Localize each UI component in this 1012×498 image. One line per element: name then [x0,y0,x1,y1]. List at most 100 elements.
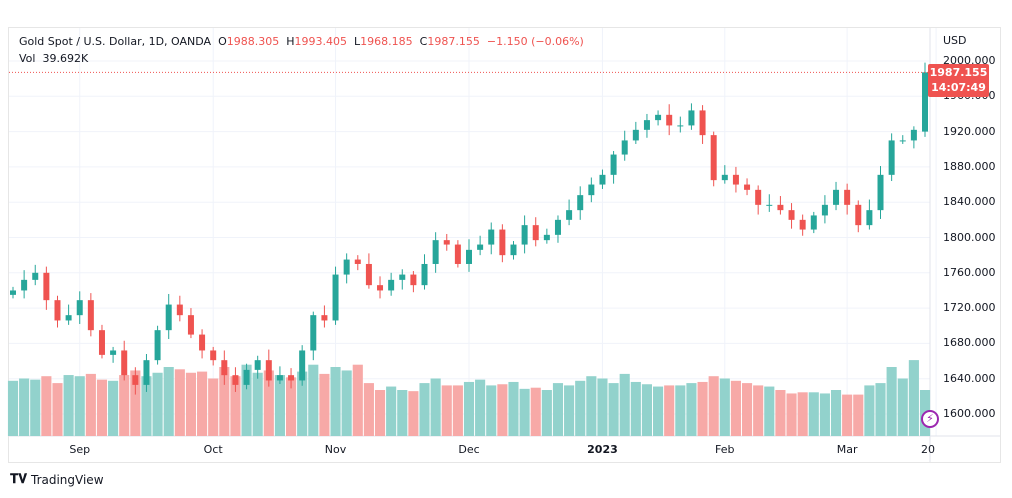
time-label: Feb [715,443,735,456]
volume-bar [85,373,96,436]
candle-body [866,210,873,226]
volume-bar [463,381,475,436]
close-value: 1987.155 [427,35,480,48]
candle-body [721,174,728,181]
candle-body [755,189,762,205]
volume-bar [219,367,230,436]
volume-bar [675,385,686,436]
volume-bar [530,387,541,436]
candle-body [87,300,94,331]
candle-body [488,229,495,245]
volume-bar [864,385,875,436]
candle-body [32,272,39,280]
volume-bar [163,367,174,436]
volume-bar [819,393,830,436]
volume-bar [519,388,530,436]
volume-bar [263,370,274,436]
volume-bar [452,385,463,436]
candle-body [176,304,183,316]
candle-body [643,120,650,130]
volume-bar [886,367,897,436]
volume-bar [19,378,30,436]
candle-body [699,110,706,136]
candle-body [566,210,573,220]
candle-body [543,234,550,241]
high-value: 1993.405 [294,35,348,48]
volume-bar [152,372,163,436]
candle-body [554,219,561,235]
candle-body [410,274,417,286]
candle-body [265,360,272,381]
price-tick: 1600.000 [943,407,996,420]
candle-body [466,249,472,264]
close-label: C [419,35,428,48]
volume-bar [285,377,297,436]
volume-bar [697,381,708,436]
volume-bar [630,381,641,436]
candle-body [454,244,461,264]
volume-bar [241,364,252,436]
candle-body [499,229,506,256]
candle-body [666,114,673,126]
volume-bar [830,390,842,436]
volume-bar [363,383,374,436]
volume-bar [608,383,619,436]
volume-bar [619,373,630,436]
candle-body [521,225,528,245]
volume-bar [664,385,675,436]
candle-body [577,195,584,211]
candle-body [443,240,450,245]
candle-body [143,360,150,385]
volume-bar [586,376,597,436]
volume-label: Vol [19,52,36,65]
candle-body [54,300,61,321]
candle-body [121,350,128,376]
time-label: Mar [836,443,858,456]
candle-body [532,225,539,241]
candle-body [599,174,606,185]
volume-bar [108,380,119,436]
candle-body [732,174,739,185]
volume-value: 39.692K [42,52,89,65]
change-value: −1.150 (−0.06%) [486,35,584,48]
candle-body [799,219,806,230]
volume-bar [686,383,697,436]
volume-bar [730,380,741,436]
brand-name: TradingView [31,472,104,487]
candle-body [165,304,172,331]
candle-body [855,204,862,226]
candle-body [810,215,817,230]
candle-body [276,375,283,381]
price-tick: 1840.000 [943,195,996,209]
volume-bar [775,390,786,436]
volume-bar [30,379,41,436]
tradingview-logo[interactable]: 𝐓𝐕 TradingView [10,472,104,487]
volume-bar [408,391,419,436]
low-label: L [354,35,361,48]
volume-bar [842,394,853,436]
candle-body [888,140,895,175]
price-tick: 1640.000 [943,371,996,385]
candle-body [65,315,72,321]
candle-body [332,274,339,321]
open-value: 1988.305 [226,35,280,48]
volume-bar [330,367,341,436]
volume-bar [41,376,52,436]
candle-body [922,72,928,132]
candle-body [76,300,83,316]
candle-body [199,334,206,351]
price-tick: 1720.000 [943,301,996,315]
lightning-icon[interactable]: ⚡ [921,410,939,428]
candle-body [821,204,828,216]
candle-body [632,129,639,141]
tv-logo-icon: 𝐓𝐕 [10,472,27,487]
symbol-title[interactable]: Gold Spot / U.S. Dollar, 1D, OANDA [19,35,212,48]
volume-bar [430,378,441,436]
volume-bar [552,383,564,436]
time-label: Sep [69,443,91,456]
volume-bar [319,373,330,436]
candle-body [710,135,717,181]
candle-body [288,375,295,381]
volume-bar [908,360,919,436]
